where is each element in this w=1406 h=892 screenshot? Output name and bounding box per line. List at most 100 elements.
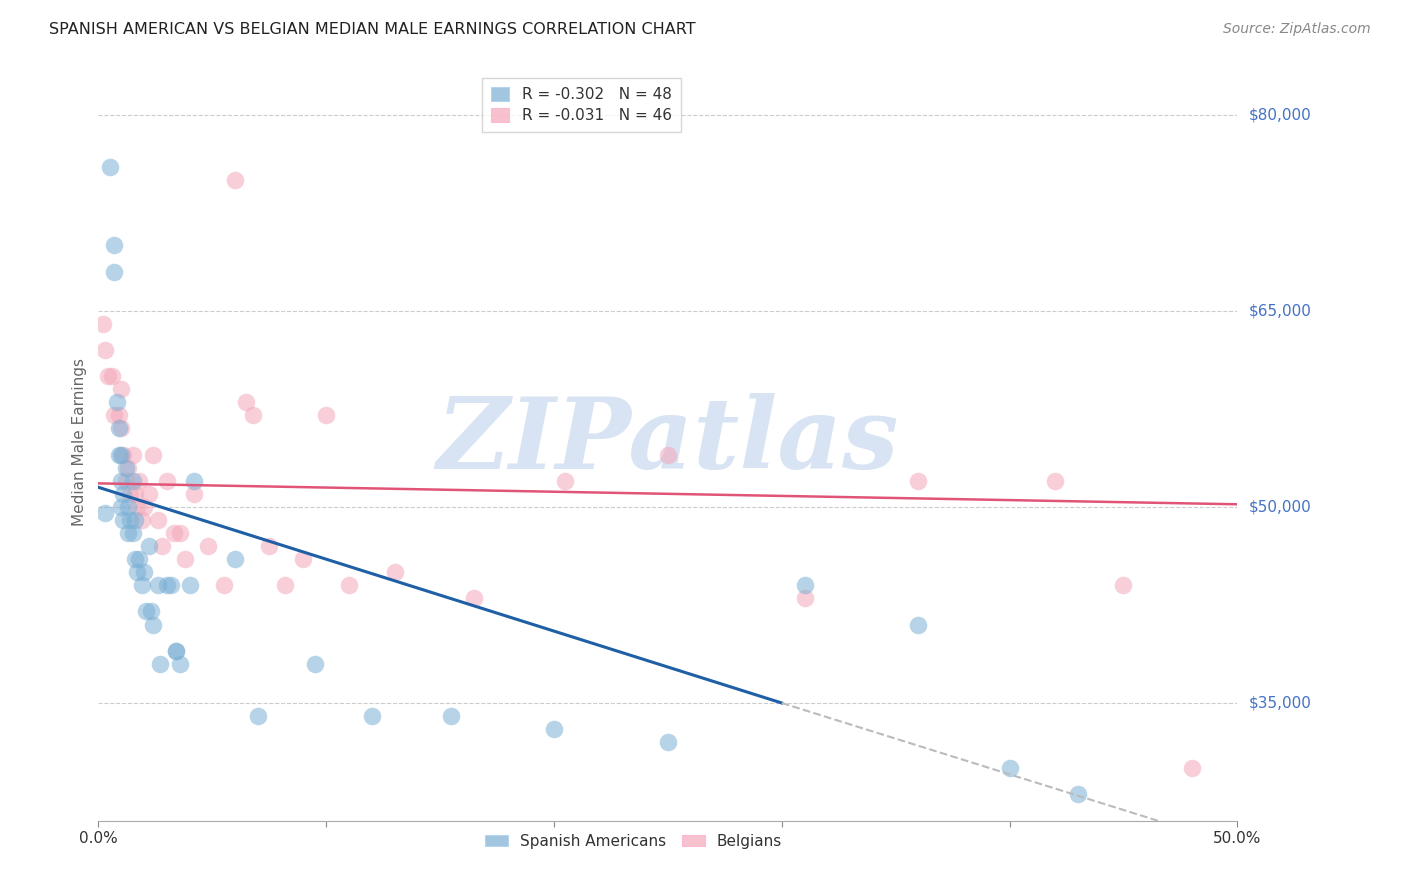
Point bbox=[131, 578, 153, 592]
Point bbox=[105, 395, 128, 409]
Point bbox=[169, 657, 191, 671]
Point bbox=[117, 460, 139, 475]
Point bbox=[108, 421, 131, 435]
Point bbox=[101, 369, 124, 384]
Point bbox=[96, 369, 118, 384]
Point bbox=[112, 448, 135, 462]
Point bbox=[793, 578, 815, 592]
Point bbox=[110, 421, 132, 435]
Point bbox=[1112, 578, 1135, 592]
Point bbox=[112, 513, 135, 527]
Point bbox=[112, 487, 135, 501]
Point bbox=[108, 448, 131, 462]
Point bbox=[156, 578, 179, 592]
Point bbox=[174, 552, 197, 566]
Point bbox=[793, 591, 815, 606]
Point bbox=[998, 761, 1021, 775]
Point bbox=[124, 487, 146, 501]
Point bbox=[463, 591, 485, 606]
Point bbox=[120, 487, 142, 501]
Point bbox=[127, 566, 149, 580]
Point bbox=[124, 552, 146, 566]
Point bbox=[132, 566, 155, 580]
Point bbox=[197, 539, 219, 553]
Point bbox=[183, 487, 205, 501]
Point bbox=[165, 643, 187, 657]
Point bbox=[120, 513, 142, 527]
Y-axis label: Median Male Earnings: Median Male Earnings bbox=[72, 358, 87, 525]
Point bbox=[110, 500, 132, 514]
Point bbox=[150, 539, 173, 553]
Point bbox=[657, 735, 679, 749]
Text: SPANISH AMERICAN VS BELGIAN MEDIAN MALE EARNINGS CORRELATION CHART: SPANISH AMERICAN VS BELGIAN MEDIAN MALE … bbox=[49, 22, 696, 37]
Point bbox=[108, 409, 131, 423]
Text: $35,000: $35,000 bbox=[1249, 696, 1312, 711]
Point bbox=[1067, 788, 1090, 802]
Point bbox=[142, 617, 165, 632]
Point bbox=[543, 722, 565, 736]
Point bbox=[114, 460, 136, 475]
Point bbox=[907, 474, 929, 488]
Point bbox=[124, 513, 146, 527]
Point bbox=[127, 500, 149, 514]
Text: $50,000: $50,000 bbox=[1249, 500, 1312, 515]
Point bbox=[103, 238, 125, 252]
Point bbox=[117, 500, 139, 514]
Point bbox=[98, 160, 121, 174]
Point bbox=[224, 173, 246, 187]
Point bbox=[128, 552, 150, 566]
Point bbox=[117, 526, 139, 541]
Point bbox=[128, 474, 150, 488]
Point bbox=[94, 507, 117, 521]
Point bbox=[292, 552, 315, 566]
Point bbox=[162, 526, 184, 541]
Text: $80,000: $80,000 bbox=[1249, 107, 1312, 122]
Point bbox=[246, 709, 269, 723]
Point bbox=[274, 578, 297, 592]
Point bbox=[110, 474, 132, 488]
Point bbox=[440, 709, 463, 723]
Point bbox=[103, 264, 125, 278]
Point bbox=[110, 382, 132, 396]
Point bbox=[160, 578, 183, 592]
Point bbox=[259, 539, 281, 553]
Text: $65,000: $65,000 bbox=[1249, 303, 1312, 318]
Point bbox=[183, 474, 205, 488]
Point bbox=[142, 448, 165, 462]
Point bbox=[114, 474, 136, 488]
Point bbox=[304, 657, 326, 671]
Point bbox=[337, 578, 360, 592]
Point bbox=[1043, 474, 1066, 488]
Point bbox=[384, 566, 406, 580]
Point bbox=[165, 643, 187, 657]
Point bbox=[235, 395, 257, 409]
Legend: Spanish Americans, Belgians: Spanish Americans, Belgians bbox=[479, 828, 789, 855]
Point bbox=[1181, 761, 1204, 775]
Point bbox=[103, 409, 125, 423]
Point bbox=[146, 578, 169, 592]
Point bbox=[139, 605, 162, 619]
Point bbox=[169, 526, 191, 541]
Point bbox=[131, 513, 153, 527]
Point bbox=[224, 552, 246, 566]
Point bbox=[212, 578, 235, 592]
Point bbox=[907, 617, 929, 632]
Point bbox=[110, 448, 132, 462]
Point bbox=[242, 409, 264, 423]
Point bbox=[360, 709, 382, 723]
Point bbox=[554, 474, 576, 488]
Point bbox=[657, 448, 679, 462]
Point bbox=[179, 578, 201, 592]
Point bbox=[149, 657, 172, 671]
Point bbox=[315, 409, 337, 423]
Text: ZIPatlas: ZIPatlas bbox=[437, 393, 898, 490]
Text: Source: ZipAtlas.com: Source: ZipAtlas.com bbox=[1223, 22, 1371, 37]
Point bbox=[156, 474, 179, 488]
Point bbox=[146, 513, 169, 527]
Point bbox=[121, 474, 143, 488]
Point bbox=[121, 448, 143, 462]
Point bbox=[121, 526, 143, 541]
Point bbox=[138, 539, 160, 553]
Point bbox=[135, 605, 157, 619]
Point bbox=[91, 317, 114, 331]
